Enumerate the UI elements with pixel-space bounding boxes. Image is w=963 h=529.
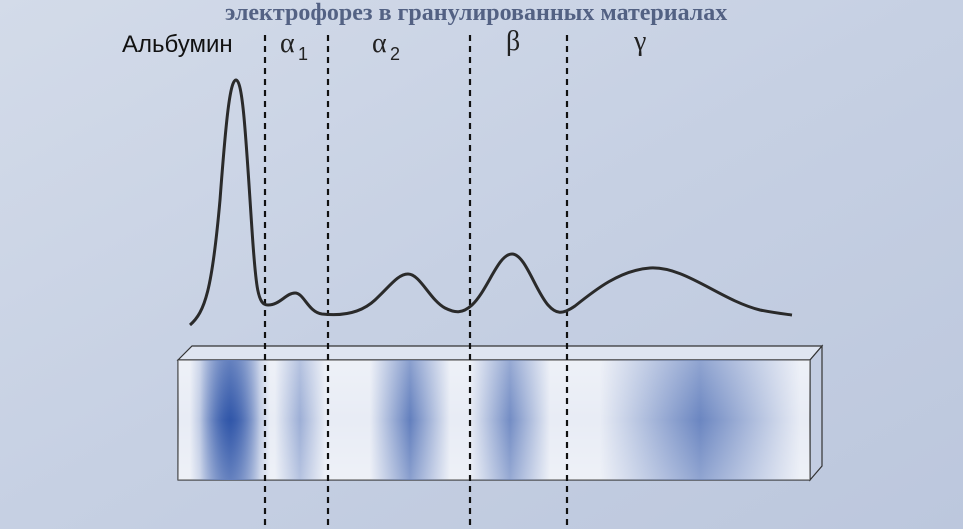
gel-shade: [178, 360, 810, 480]
label-alpha1-sub: 1: [298, 44, 308, 64]
label-alpha1: α: [280, 28, 295, 59]
label-gamma: γ: [633, 26, 646, 57]
label-alpha2: α: [372, 28, 387, 59]
heading: электрофорез в гранулированных материала…: [225, 0, 727, 26]
label-albumin: Альбумин: [122, 31, 233, 58]
densitogram-curve: [189, 78, 793, 327]
label-beta: β: [506, 26, 520, 57]
dividers: [263, 35, 569, 529]
gel-side: [809, 344, 823, 482]
gel-top: [176, 345, 824, 361]
label-alpha2-sub: 2: [390, 44, 400, 64]
